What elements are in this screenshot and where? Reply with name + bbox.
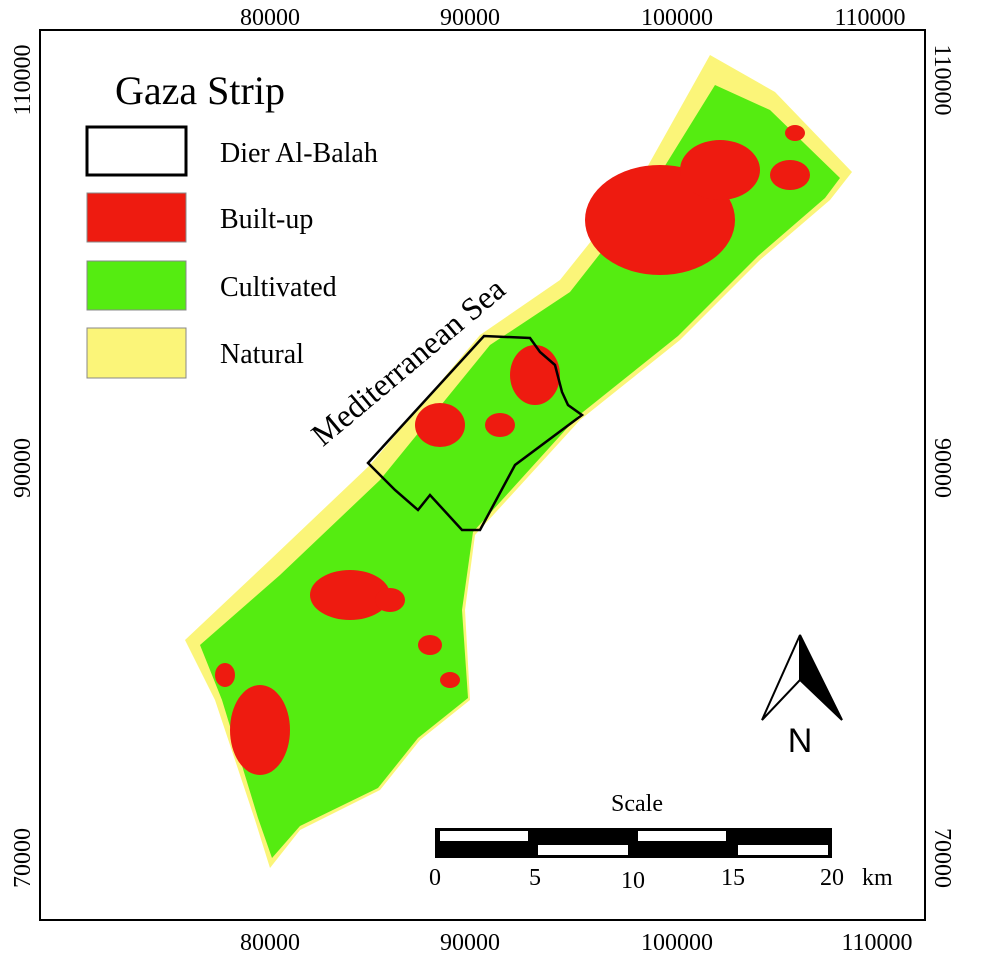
scale-label: 20	[820, 865, 844, 891]
x-tick-label: 110000	[841, 930, 912, 956]
x-tick-label: 100000	[641, 5, 713, 31]
built-up	[770, 160, 810, 190]
scale-unit: km	[862, 865, 893, 891]
built-up	[310, 570, 390, 620]
x-tick-label: 90000	[440, 5, 500, 31]
arrow-half	[799, 634, 843, 721]
built-up	[415, 403, 465, 447]
scale-label: 0	[429, 865, 441, 891]
y-tick-label: 90000	[929, 438, 955, 498]
cultivated-area	[200, 85, 840, 858]
scale-segment	[538, 845, 628, 855]
scale-segment	[638, 831, 726, 841]
built-up	[680, 140, 760, 200]
y-tick-label: 70000	[10, 828, 36, 888]
north-label: N	[788, 722, 813, 760]
built-up	[215, 663, 235, 687]
y-tick-label: 70000	[929, 828, 955, 888]
legend-swatch	[86, 327, 187, 379]
y-tick-label: 110000	[10, 44, 36, 115]
x-ticks: 80000 90000 100000 110000 80000 90000 10…	[240, 5, 913, 956]
scale-title: Scale	[611, 791, 663, 817]
x-tick-label: 80000	[240, 5, 300, 31]
x-tick-label: 90000	[440, 930, 500, 956]
built-up	[785, 125, 805, 141]
built-up	[510, 345, 560, 405]
map-title: Gaza Strip	[115, 68, 285, 113]
scale-label: 5	[529, 865, 541, 891]
y-ticks: 110000 90000 70000 110000 90000 70000	[10, 44, 955, 888]
legend-swatch	[86, 192, 187, 243]
dier-al-balah-outline	[366, 334, 585, 532]
x-tick-label: 100000	[641, 930, 713, 956]
scale-segment	[440, 831, 528, 841]
built-up	[485, 413, 515, 437]
north-arrow: N	[761, 634, 843, 760]
y-tick-label: 110000	[929, 44, 955, 115]
scale-bar: Scale 0 5 10 15 20 km	[429, 791, 893, 894]
x-tick-label: 80000	[240, 930, 300, 956]
y-tick-label: 90000	[10, 438, 36, 498]
scale-label: 15	[721, 865, 745, 891]
built-up	[440, 672, 460, 688]
legend-label: Dier Al-Balah	[220, 138, 378, 169]
built-up	[230, 685, 290, 775]
scale-label: 10	[621, 868, 645, 894]
legend-label: Natural	[220, 339, 304, 370]
legend-label: Cultivated	[220, 272, 337, 303]
x-tick-label: 110000	[834, 5, 905, 31]
built-up	[375, 588, 405, 612]
scale-segment	[738, 845, 828, 855]
legend-label: Built-up	[220, 204, 313, 235]
legend-swatch	[86, 260, 187, 311]
legend-swatch	[85, 125, 188, 177]
built-up	[418, 635, 442, 655]
